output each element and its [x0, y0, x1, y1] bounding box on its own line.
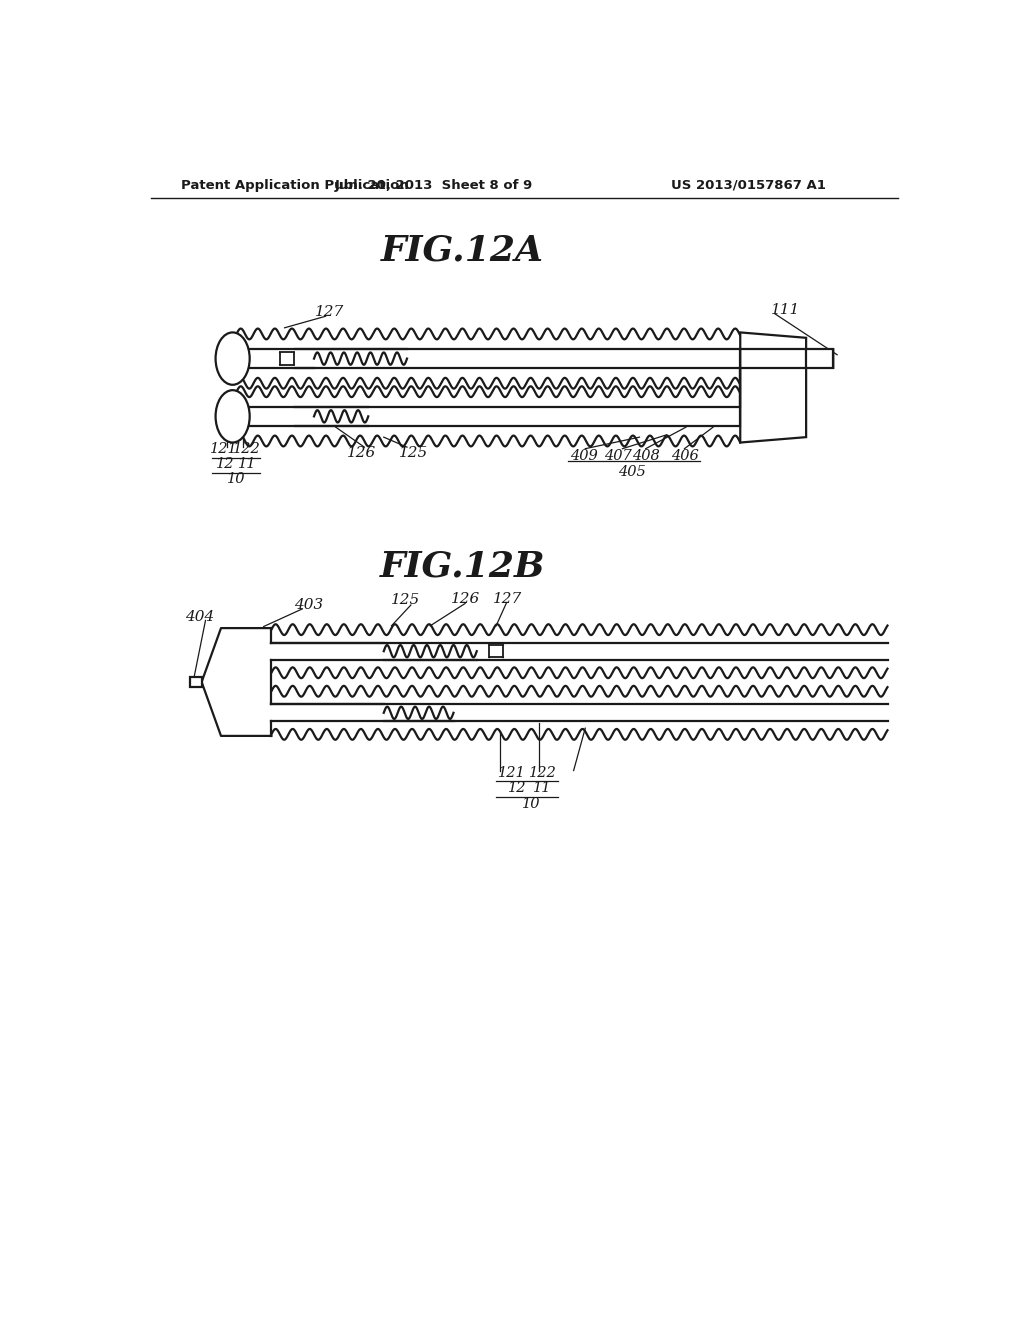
Text: 126: 126 [347, 446, 377, 461]
Text: Patent Application Publication: Patent Application Publication [180, 178, 409, 191]
Text: 406: 406 [671, 449, 698, 463]
Bar [489, 645, 503, 657]
Ellipse shape [216, 391, 250, 442]
Bar [806, 350, 834, 368]
Ellipse shape [216, 333, 250, 385]
Text: 12: 12 [216, 457, 234, 471]
Text: 403: 403 [294, 598, 324, 612]
Text: 127: 127 [314, 305, 344, 319]
Text: 125: 125 [391, 594, 420, 607]
Text: 125: 125 [398, 446, 428, 461]
Text: 12: 12 [508, 781, 526, 795]
Text: US 2013/0157867 A1: US 2013/0157867 A1 [671, 178, 825, 191]
Polygon shape [740, 333, 834, 442]
Text: 10: 10 [227, 473, 246, 486]
Text: 404: 404 [185, 610, 215, 623]
Text: 10: 10 [522, 797, 541, 812]
Text: FIG.12B: FIG.12B [380, 549, 546, 583]
Bar [280, 352, 294, 364]
Text: 11: 11 [239, 457, 257, 471]
Text: 121: 121 [498, 766, 525, 780]
Text: 408: 408 [632, 449, 659, 463]
Text: 409: 409 [569, 449, 598, 463]
Text: 122: 122 [528, 766, 556, 780]
Text: 405: 405 [617, 465, 645, 479]
Text: 127: 127 [494, 591, 522, 606]
Text: 121: 121 [210, 442, 238, 457]
Text: 126: 126 [451, 591, 480, 606]
Text: 111: 111 [771, 304, 801, 317]
Text: 407: 407 [604, 449, 632, 463]
Text: Jun. 20, 2013  Sheet 8 of 9: Jun. 20, 2013 Sheet 8 of 9 [335, 178, 534, 191]
Text: 11: 11 [534, 781, 552, 795]
Text: 122: 122 [233, 442, 261, 457]
Bar [190, 677, 202, 688]
Text: FIG.12A: FIG.12A [381, 234, 545, 268]
